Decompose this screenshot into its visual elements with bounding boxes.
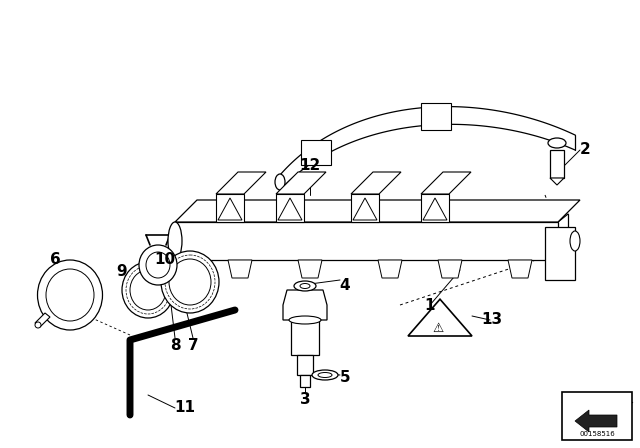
Polygon shape — [175, 200, 580, 222]
Circle shape — [35, 322, 41, 328]
Polygon shape — [218, 198, 242, 220]
Polygon shape — [438, 260, 462, 278]
Polygon shape — [278, 198, 302, 220]
Ellipse shape — [130, 270, 166, 310]
Polygon shape — [423, 198, 447, 220]
Ellipse shape — [139, 245, 177, 285]
Ellipse shape — [275, 174, 285, 190]
Polygon shape — [216, 194, 244, 222]
Text: 4: 4 — [340, 277, 350, 293]
Text: 5: 5 — [340, 370, 350, 385]
Text: 11: 11 — [175, 401, 195, 415]
FancyBboxPatch shape — [291, 320, 319, 355]
Ellipse shape — [122, 262, 174, 318]
FancyBboxPatch shape — [420, 103, 451, 129]
Polygon shape — [351, 194, 379, 222]
Ellipse shape — [289, 316, 321, 324]
Ellipse shape — [161, 251, 219, 313]
Polygon shape — [378, 260, 402, 278]
Ellipse shape — [168, 222, 182, 260]
Ellipse shape — [46, 269, 94, 321]
Text: 9: 9 — [116, 264, 127, 280]
FancyBboxPatch shape — [550, 150, 564, 178]
Text: 2: 2 — [580, 142, 590, 158]
Polygon shape — [508, 260, 532, 278]
Text: 10: 10 — [154, 253, 175, 267]
FancyBboxPatch shape — [297, 355, 313, 375]
Ellipse shape — [294, 281, 316, 291]
Polygon shape — [550, 178, 564, 185]
Text: 3: 3 — [300, 392, 310, 408]
Text: 6: 6 — [50, 253, 60, 267]
Polygon shape — [408, 299, 472, 336]
Text: 12: 12 — [300, 158, 321, 172]
Text: 00158516: 00158516 — [579, 431, 615, 437]
Ellipse shape — [312, 370, 338, 380]
Ellipse shape — [318, 372, 332, 378]
Ellipse shape — [38, 260, 102, 330]
Polygon shape — [545, 227, 575, 280]
Text: 7: 7 — [188, 337, 198, 353]
Polygon shape — [351, 172, 401, 194]
Ellipse shape — [300, 284, 310, 289]
Polygon shape — [421, 194, 449, 222]
Polygon shape — [175, 222, 558, 260]
Polygon shape — [283, 290, 327, 320]
Ellipse shape — [169, 259, 211, 305]
Polygon shape — [353, 198, 377, 220]
Text: 1: 1 — [425, 297, 435, 313]
FancyBboxPatch shape — [562, 392, 632, 440]
Polygon shape — [216, 172, 266, 194]
Ellipse shape — [548, 138, 566, 148]
FancyBboxPatch shape — [300, 375, 310, 387]
Text: 8: 8 — [170, 337, 180, 353]
Polygon shape — [228, 260, 252, 278]
Polygon shape — [276, 172, 326, 194]
Polygon shape — [276, 194, 304, 222]
Ellipse shape — [570, 231, 580, 251]
FancyBboxPatch shape — [301, 140, 330, 165]
Polygon shape — [298, 260, 322, 278]
Ellipse shape — [146, 252, 170, 278]
Polygon shape — [421, 172, 471, 194]
Text: 13: 13 — [481, 313, 502, 327]
Polygon shape — [575, 410, 617, 432]
Text: ⚠: ⚠ — [433, 322, 444, 335]
Polygon shape — [35, 313, 50, 327]
